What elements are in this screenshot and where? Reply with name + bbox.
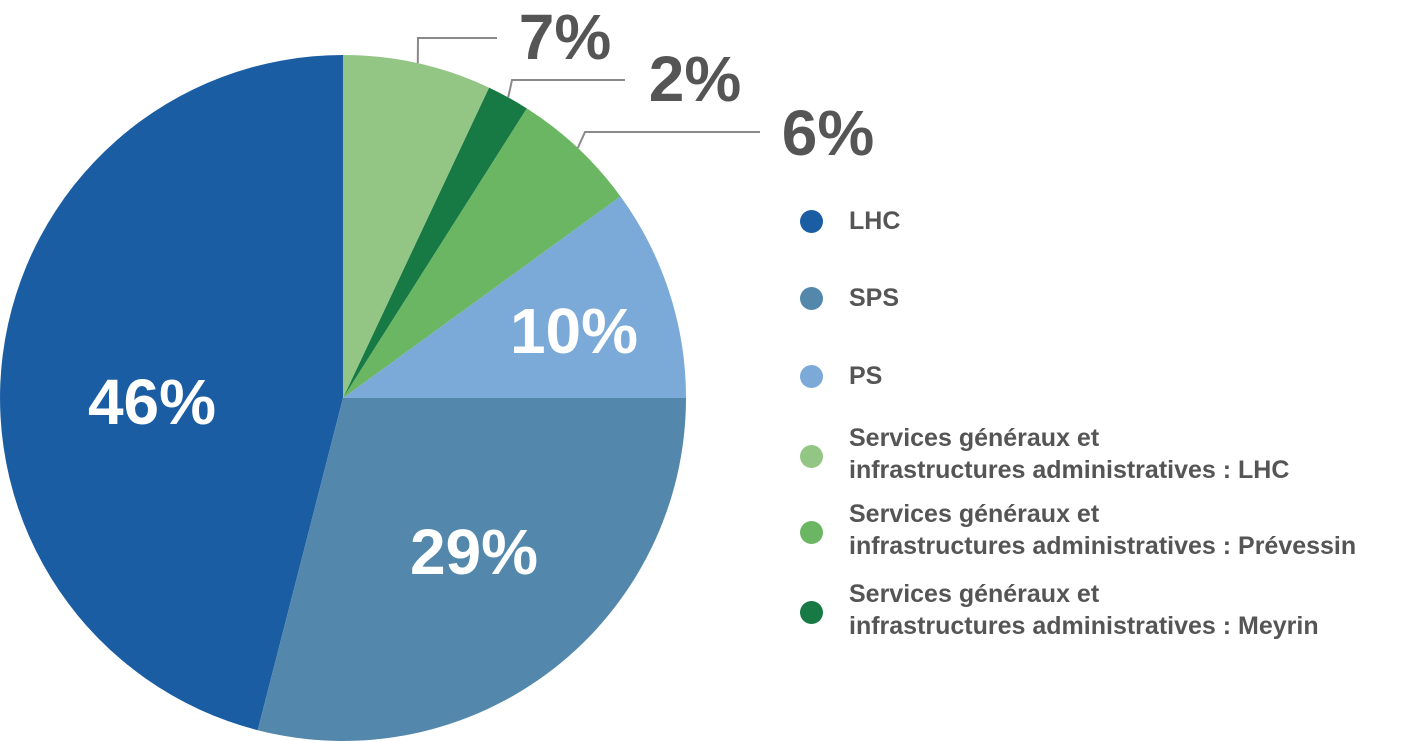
pie-slice-0	[0, 55, 344, 731]
pie-slice-3	[343, 108, 621, 399]
slice-label-1: 29%	[410, 516, 538, 588]
legend-label: LHC	[849, 207, 901, 235]
legend-item-0: LHC	[800, 205, 900, 237]
legend-swatch	[800, 365, 823, 388]
pie-slice-1	[257, 398, 686, 741]
leader-line-3	[576, 131, 760, 149]
legend-swatch	[800, 521, 823, 544]
legend-swatch	[800, 210, 823, 233]
legend-item-3: Services généraux et infrastructures adm…	[800, 422, 1289, 486]
leader-line-5	[416, 37, 497, 64]
legend-item-2: PS	[800, 360, 882, 392]
legend-label: Services généraux et infrastructures adm…	[849, 580, 1319, 640]
slice-label-0: 46%	[88, 366, 216, 438]
legend-label: PS	[849, 362, 883, 390]
legend-swatch	[800, 445, 823, 468]
pie-slice-5	[343, 55, 490, 398]
pie-slice-4	[343, 87, 527, 398]
slice-label-2: 10%	[510, 295, 638, 367]
leader-line-4	[507, 79, 625, 98]
legend-swatch	[800, 287, 823, 310]
legend-label: SPS	[849, 284, 900, 312]
legend-label: Services généraux et infrastructures adm…	[849, 500, 1357, 560]
slice-label-5: 7%	[519, 1, 612, 73]
legend-item-1: SPS	[800, 282, 899, 314]
legend-swatch	[800, 601, 823, 624]
legend-item-5: Services généraux et infrastructures adm…	[800, 578, 1319, 642]
slice-label-4: 2%	[649, 43, 742, 115]
legend-item-4: Services généraux et infrastructures adm…	[800, 498, 1356, 562]
pie-slice-2	[343, 196, 686, 398]
legend-label: Services généraux et infrastructures adm…	[849, 424, 1290, 484]
slice-label-3: 6%	[782, 97, 875, 169]
